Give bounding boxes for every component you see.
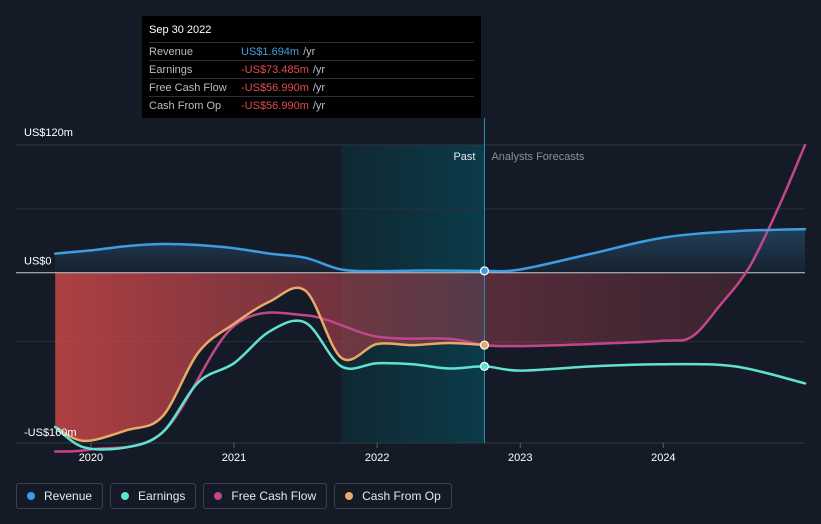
tooltip: Sep 30 2022 Revenue US$1.694m /yr Earnin… [142,16,481,118]
earnings-dot-icon [121,492,130,500]
tooltip-label: Revenue [149,45,194,58]
legend-label: Cash From Op [362,489,441,503]
legend-label: Earnings [138,489,186,503]
legend-item-earnings[interactable]: Earnings [110,483,197,509]
series-line-earnings [53,319,807,451]
tooltip-value: -US$73.485m [241,63,309,76]
series-line-revenue [53,227,807,273]
tooltip-unit: /yr [312,63,326,76]
tooltip-value: US$1.694m [241,45,300,58]
x-tick-label: 2024 [651,452,675,464]
tooltip-unit: /yr [312,81,326,94]
legend-label: Free Cash Flow [231,489,317,503]
legend-item-free-cash-flow[interactable]: Free Cash Flow [203,483,328,509]
tooltip-value: -US$56.990m [241,81,309,94]
tooltip-row-earnings: Earnings -US$73.485m /yr [149,60,474,78]
tooltip-value: -US$56.990m [241,99,309,112]
marker-revenue [479,266,490,276]
free-cash-flow-dot-icon [214,492,223,500]
revenue-dot-icon [27,492,35,500]
revenue-area-fill [55,229,805,273]
marker-earnings [479,361,490,371]
legend-item-revenue[interactable]: Revenue [16,483,104,509]
tooltip-row-cash-from-op: Cash From Op -US$56.990m /yr [149,96,474,114]
x-tick-label: 2022 [365,452,389,464]
legend-item-cash-from-op[interactable]: Cash From Op [334,483,452,509]
tooltip-unit: /yr [312,99,326,112]
x-tick-label: 2023 [508,452,532,464]
past-label: Past [453,151,475,163]
marker-cash-from-op [479,340,490,350]
tooltip-label: Cash From Op [149,99,222,112]
legend-label: Revenue [44,489,93,503]
y-tick-label-zero: US$0 [24,256,52,268]
cash-from-op-dot-icon [345,492,354,500]
tooltip-row-free-cash-flow: Free Cash Flow -US$56.990m /yr [149,78,474,96]
y-tick-label-bottom: -US$160m [24,427,77,439]
x-tick-label: 2021 [222,452,246,464]
x-tick-label: 2020 [79,452,103,464]
tooltip-date: Sep 30 2022 [149,24,212,36]
tooltip-row-revenue: Revenue US$1.694m /yr [149,42,474,60]
negative-area-fill [55,272,805,441]
legend: Revenue Earnings Free Cash Flow Cash Fro… [16,483,452,509]
tooltip-label: Earnings [149,63,193,76]
series-line-cash-from-op [53,286,486,443]
forecast-label: Analysts Forecasts [491,151,584,163]
tooltip-unit: /yr [303,45,316,58]
tooltip-label: Free Cash Flow [149,81,227,94]
y-tick-label-top: US$120m [24,127,73,139]
